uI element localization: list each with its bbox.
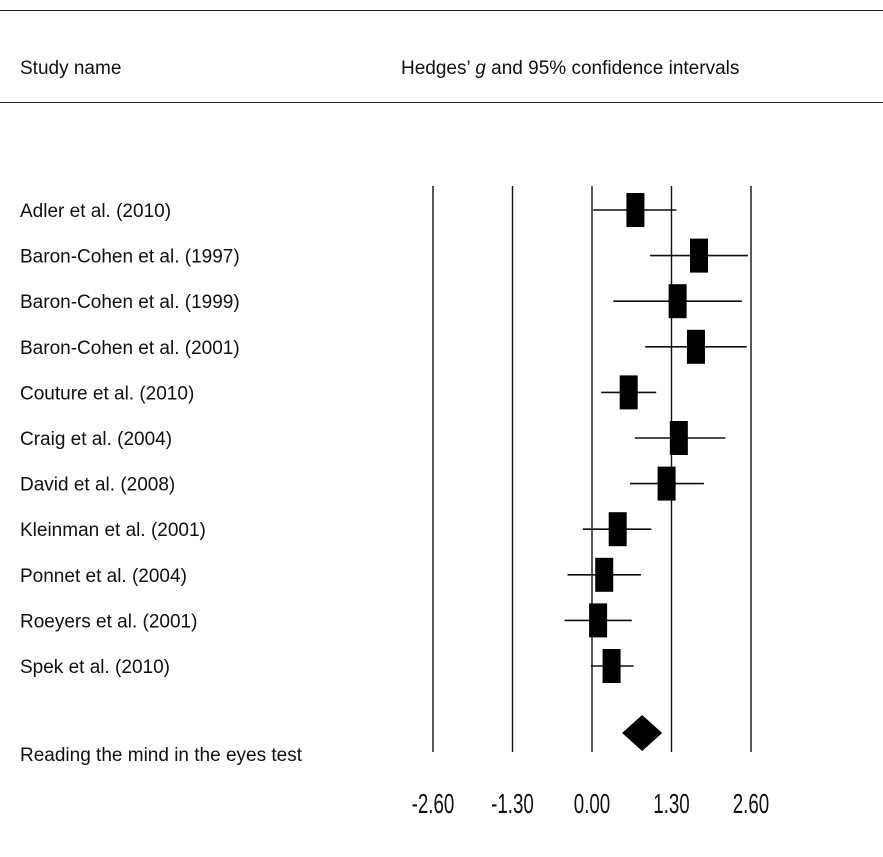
study-rows: Adler et al. (2010) Baron-Cohen et al. (1… bbox=[20, 193, 748, 683]
effect-size-marker bbox=[626, 193, 645, 227]
study-label: Baron-Cohen et al. (1997) bbox=[20, 247, 240, 268]
effect-header-g: g bbox=[475, 58, 486, 79]
effect-size-marker bbox=[619, 375, 638, 410]
study-label: Baron-Cohen et al. (1999) bbox=[20, 292, 240, 313]
x-tick-labels: -2.60 -1.30 0.00 1.30 2.60 bbox=[412, 788, 770, 818]
header-rule bbox=[0, 102, 883, 103]
x-tick-label: 2.60 bbox=[733, 788, 769, 818]
study-label: Baron-Cohen et al. (2001) bbox=[20, 338, 240, 359]
effect-header-pre: Hedges’ bbox=[401, 58, 476, 79]
study-label: Spek et al. (2010) bbox=[20, 657, 170, 678]
effect-size-marker bbox=[589, 603, 608, 638]
study-label: Kleinman et al. (2001) bbox=[20, 520, 206, 541]
grid-lines bbox=[432, 186, 752, 752]
effect-size-header: Hedges’ g and 95% confidence intervals bbox=[401, 58, 739, 80]
effect-size-marker bbox=[669, 421, 688, 455]
study-label: David et al. (2008) bbox=[20, 475, 175, 496]
study-label: Ponnet et al. (2004) bbox=[20, 566, 187, 587]
study-label: Roeyers et al. (2001) bbox=[20, 611, 197, 632]
x-tick-label: -2.60 bbox=[412, 788, 455, 818]
pooled-effect: Reading the mind in the eyes test bbox=[20, 715, 663, 766]
top-rule bbox=[0, 10, 883, 11]
effect-size-marker bbox=[690, 238, 709, 273]
effect-size-marker bbox=[657, 466, 676, 501]
study-label: Adler et al. (2010) bbox=[20, 201, 171, 222]
effect-size-marker bbox=[608, 512, 627, 547]
effect-size-marker bbox=[686, 329, 705, 364]
effect-size-marker bbox=[668, 284, 687, 319]
pooled-label: Reading the mind in the eyes test bbox=[20, 745, 303, 766]
pooled-diamond bbox=[622, 715, 663, 751]
effect-size-marker bbox=[595, 557, 614, 592]
effect-header-post: and 95% confidence intervals bbox=[485, 58, 740, 79]
effect-size-marker bbox=[602, 649, 621, 683]
x-tick-label: 1.30 bbox=[653, 788, 689, 818]
x-tick-label: 0.00 bbox=[574, 788, 610, 818]
x-tick-label: -1.30 bbox=[491, 788, 534, 818]
study-name-header-text: Study name bbox=[20, 58, 122, 79]
study-label: Craig et al. (2004) bbox=[20, 429, 172, 450]
study-label: Couture et al. (2010) bbox=[20, 383, 194, 404]
study-name-header: Study name bbox=[20, 58, 121, 80]
